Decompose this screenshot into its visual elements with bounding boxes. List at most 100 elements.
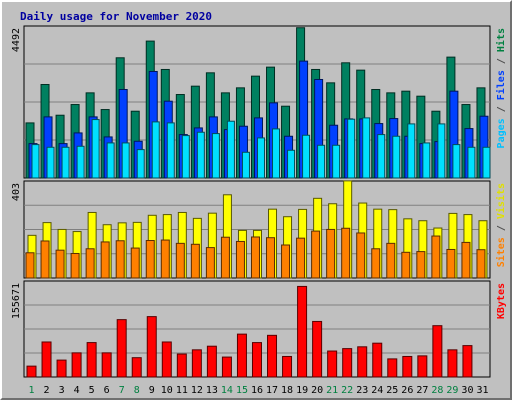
bar-pages-day-1 bbox=[31, 144, 40, 179]
x-tick-label-day-10: 10 bbox=[161, 385, 173, 396]
bar-kbytes-day-27 bbox=[417, 355, 428, 378]
bar-sites-day-19 bbox=[296, 237, 306, 279]
bar-pages-day-12 bbox=[196, 131, 205, 179]
x-tick-label-day-24: 24 bbox=[371, 385, 383, 396]
y-max-label: 4492 bbox=[11, 28, 22, 52]
bar-kbytes-day-8 bbox=[131, 357, 142, 378]
bar-sites-day-31 bbox=[476, 249, 486, 279]
bar-kbytes-day-7 bbox=[116, 319, 127, 378]
series-legend-label: Sites / Visits bbox=[495, 183, 507, 267]
hits-files-pages-panel: 4492 Pages / Files / Hits bbox=[11, 25, 507, 179]
bar-sites-day-18 bbox=[281, 244, 291, 279]
x-tick-label-day-5: 5 bbox=[89, 385, 95, 396]
bar-sites-day-21 bbox=[326, 228, 336, 279]
bar-kbytes-day-28 bbox=[432, 325, 443, 378]
x-tick-label-day-30: 30 bbox=[461, 385, 473, 396]
bar-pages-day-7 bbox=[121, 142, 130, 179]
x-tick-label-day-6: 6 bbox=[104, 385, 110, 396]
bar-pages-day-11 bbox=[181, 135, 190, 179]
bar-sites-day-22 bbox=[341, 227, 351, 279]
x-tick-label-day-7: 7 bbox=[119, 385, 125, 396]
bar-kbytes-day-1 bbox=[26, 365, 37, 378]
x-tick-label-day-14: 14 bbox=[221, 385, 233, 396]
bar-kbytes-day-5 bbox=[86, 342, 97, 378]
bar-pages-day-14 bbox=[226, 120, 235, 179]
bar-sites-day-14 bbox=[220, 236, 230, 279]
bar-kbytes-day-11 bbox=[176, 353, 187, 378]
bar-sites-day-26 bbox=[401, 251, 411, 279]
bar-sites-day-4 bbox=[70, 252, 80, 279]
bar-kbytes-day-19 bbox=[297, 285, 308, 378]
bar-pages-day-5 bbox=[91, 119, 100, 179]
bar-kbytes-day-30 bbox=[462, 345, 473, 378]
bar-kbytes-day-13 bbox=[206, 345, 217, 378]
x-tick-label-day-11: 11 bbox=[176, 385, 188, 396]
x-tick-label-day-2: 2 bbox=[44, 385, 50, 396]
y-max-label: 403 bbox=[11, 183, 22, 201]
x-tick-label-day-19: 19 bbox=[296, 385, 308, 396]
bar-kbytes-day-15 bbox=[236, 333, 247, 378]
bar-kbytes-day-10 bbox=[161, 341, 172, 378]
bar-kbytes-day-17 bbox=[267, 334, 278, 378]
bar-pages-day-21 bbox=[332, 144, 341, 179]
x-tick-label-day-3: 3 bbox=[59, 385, 65, 396]
legend-part: Visits bbox=[495, 183, 507, 219]
bar-sites-day-3 bbox=[55, 249, 65, 279]
bar-pages-day-30 bbox=[467, 146, 476, 179]
bar-kbytes-day-29 bbox=[447, 349, 458, 378]
x-tick-label-day-15: 15 bbox=[236, 385, 248, 396]
bar-pages-day-20 bbox=[317, 144, 326, 179]
x-tick-label-day-8: 8 bbox=[134, 385, 140, 396]
bar-sites-day-23 bbox=[356, 232, 366, 279]
bar-kbytes-day-12 bbox=[191, 349, 202, 378]
x-tick-label-day-17: 17 bbox=[266, 385, 278, 396]
bar-pages-day-8 bbox=[136, 149, 145, 179]
bar-sites-day-12 bbox=[190, 243, 200, 279]
bar-pages-day-27 bbox=[422, 142, 431, 179]
bar-kbytes-day-21 bbox=[327, 350, 338, 378]
x-tick-label-day-13: 13 bbox=[206, 385, 218, 396]
bar-sites-day-9 bbox=[145, 240, 155, 279]
x-tick-label-day-12: 12 bbox=[191, 385, 203, 396]
bar-sites-day-20 bbox=[311, 230, 321, 279]
bar-pages-day-17 bbox=[272, 128, 281, 179]
bar-sites-day-1 bbox=[25, 252, 35, 279]
kbytes-panel: 155671 KBytes bbox=[11, 280, 507, 378]
bar-pages-day-19 bbox=[302, 134, 311, 179]
bar-kbytes-day-6 bbox=[101, 352, 112, 378]
bar-sites-day-24 bbox=[371, 248, 381, 279]
y-max-label: 155671 bbox=[11, 283, 22, 319]
x-tick-label-day-25: 25 bbox=[386, 385, 398, 396]
bar-pages-day-16 bbox=[256, 137, 265, 179]
x-tick-label-day-1: 1 bbox=[29, 385, 35, 396]
x-tick-label-day-9: 9 bbox=[149, 385, 155, 396]
legend-part: Pages bbox=[496, 118, 507, 148]
legend-part: Sites bbox=[495, 237, 507, 267]
legend-part: Files bbox=[495, 70, 507, 100]
bar-sites-day-8 bbox=[130, 247, 140, 279]
series-legend-label: Pages / Files / Hits bbox=[495, 28, 507, 148]
bar-sites-day-2 bbox=[40, 240, 50, 279]
bar-sites-day-28 bbox=[431, 235, 441, 279]
x-tick-label-day-20: 20 bbox=[311, 385, 323, 396]
visits-sites-panel: 403 Sites / Visits bbox=[11, 180, 507, 279]
bar-pages-day-18 bbox=[287, 149, 296, 179]
bar-pages-day-24 bbox=[377, 134, 386, 179]
bar-pages-day-9 bbox=[151, 121, 160, 179]
x-tick-label-day-28: 28 bbox=[431, 385, 443, 396]
legend-part: / bbox=[496, 100, 507, 118]
bar-sites-day-27 bbox=[416, 251, 426, 279]
bar-kbytes-day-23 bbox=[357, 346, 368, 378]
bar-pages-day-13 bbox=[211, 133, 220, 179]
x-tick-label-day-31: 31 bbox=[476, 385, 488, 396]
bar-sites-day-29 bbox=[446, 248, 456, 279]
bar-pages-day-10 bbox=[166, 122, 175, 179]
bar-kbytes-day-4 bbox=[71, 352, 82, 378]
bar-sites-day-7 bbox=[115, 240, 125, 279]
x-tick-label-day-18: 18 bbox=[281, 385, 293, 396]
bar-sites-day-6 bbox=[100, 241, 110, 279]
legend-part: KBytes bbox=[496, 283, 507, 319]
bar-pages-day-4 bbox=[76, 145, 85, 179]
x-tick-label-day-21: 21 bbox=[326, 385, 338, 396]
